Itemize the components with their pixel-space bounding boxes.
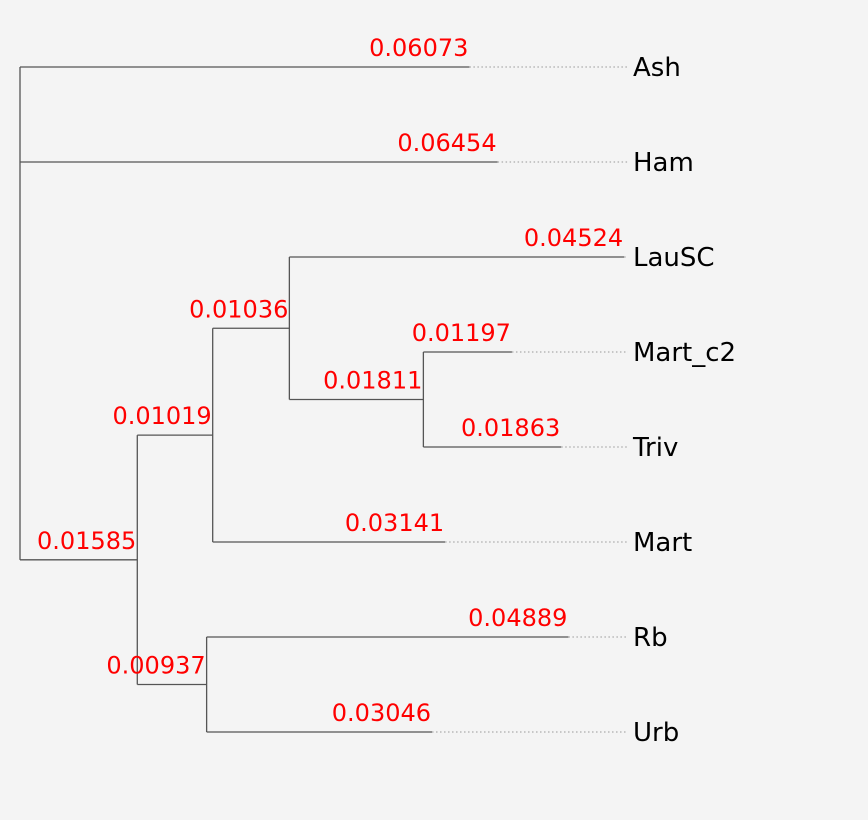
branch-length-label: 0.01863 <box>461 414 560 442</box>
branch-length-label: 0.04524 <box>524 224 623 252</box>
branch-length-label: 0.06454 <box>397 129 496 157</box>
branch-length-label: 0.01019 <box>112 402 211 430</box>
branch-length-label: 0.01585 <box>37 527 136 555</box>
branch-length-label: 0.00937 <box>106 652 205 680</box>
leaf-label-Urb: Urb <box>633 718 679 748</box>
leaf-label-LauSC: LauSC <box>633 243 715 273</box>
branch-length-label: 0.03046 <box>332 699 431 727</box>
leaf-label-Rb: Rb <box>633 623 668 653</box>
branch-length-label: 0.01197 <box>412 319 511 347</box>
branch-length-label: 0.03141 <box>345 509 444 537</box>
branches <box>19 66 628 733</box>
branch-length-label: 0.01811 <box>323 367 422 395</box>
leaf-label-Ash: Ash <box>633 53 681 83</box>
labels: 0.06073 Ash 0.06454 Ham 0.01585 0.01019 0.0103… <box>37 34 736 748</box>
branch-length-label: 0.06073 <box>369 34 468 62</box>
leaf-label-Mart_c2: Mart_c2 <box>633 338 736 368</box>
leaf-label-Mart: Mart <box>633 528 692 558</box>
leaf-label-Ham: Ham <box>633 148 694 178</box>
branch-length-label: 0.04889 <box>468 604 567 632</box>
branch-length-label: 0.01036 <box>189 295 288 323</box>
leaf-label-Triv: Triv <box>632 433 678 463</box>
